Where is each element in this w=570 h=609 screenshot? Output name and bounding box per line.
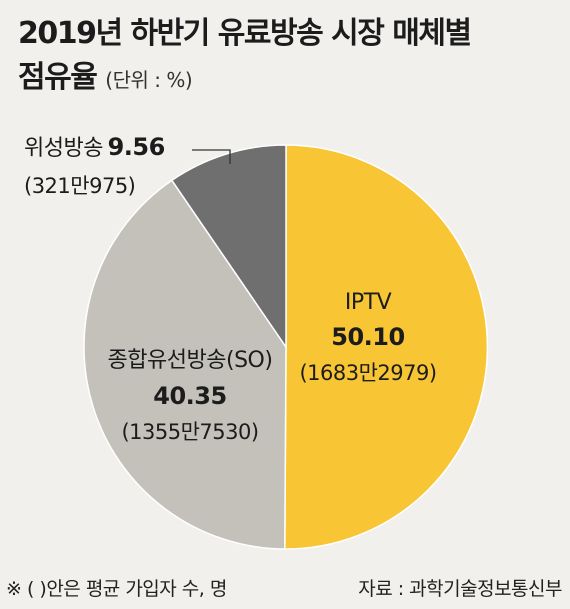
slice-satellite [170, 144, 287, 350]
slice-value-iptv: 50.10 [331, 323, 405, 351]
unit-label: (단위 : %) [105, 68, 193, 92]
slice-iptv [284, 144, 489, 550]
slice-name-iptv: IPTV [344, 290, 392, 315]
title-line-2: 점유율 (단위 : %) [18, 56, 471, 102]
slice-value-so: 40.35 [153, 382, 227, 410]
chart-title: 2019년 하반기 유료방송 시장 매체별 점유율 (단위 : %) [18, 12, 472, 102]
slice-note-satellite: (321만975) [24, 174, 136, 198]
footnote: ※ ( )안은 평균 가입자 수, 명 [6, 578, 227, 600]
slice-value-satellite: 9.56 [107, 133, 166, 161]
slice-note-iptv: (1683만2979) [299, 361, 437, 385]
slice-label-iptv: IPTV 50.10 (1683만2979) [288, 290, 448, 387]
slice-so [83, 179, 287, 550]
title-line-1: 2019년 하반기 유료방송 시장 매체별 [18, 16, 472, 51]
slice-name-so: 종합유선방송(SO) [107, 348, 273, 373]
leader-line-satellite [192, 149, 231, 164]
title-line-2-text: 점유율 [18, 60, 98, 95]
slice-name-satellite: 위성방송 [24, 136, 103, 161]
source-note: 자료 : 과학기술정보통신부 [358, 578, 562, 600]
slice-label-so: 종합유선방송(SO) 40.35 (1355만7530) [85, 342, 295, 446]
slice-label-satellite: 위성방송 9.56 (321만975) [24, 130, 165, 200]
slice-note-so: (1355만7530) [121, 420, 259, 444]
